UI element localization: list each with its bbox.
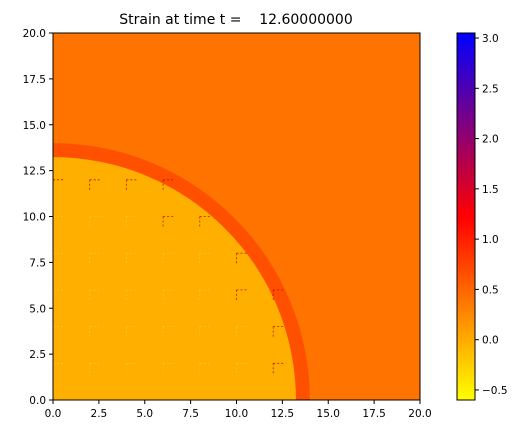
mesh-mark <box>126 363 139 376</box>
mesh-mark <box>53 179 65 192</box>
colorbar-tick-label: 3.0 <box>482 33 499 45</box>
mesh-mark <box>162 363 176 376</box>
x-tick-label: 20.0 <box>408 408 431 420</box>
x-tick-label: 2.5 <box>91 408 108 420</box>
colorbar: −0.5 0.0 0.5 1.0 1.5 2.0 2.5 3.0 <box>456 32 508 401</box>
mesh-mark <box>236 363 249 376</box>
x-tick-label: 5.0 <box>136 408 153 420</box>
mesh-mark <box>199 399 212 400</box>
mesh-mark <box>53 252 65 266</box>
mesh-mark <box>53 289 65 302</box>
mesh-mark <box>162 326 176 339</box>
mesh-mark <box>272 326 286 339</box>
mesh-mark <box>89 289 102 302</box>
x-axis: 0.0 2.5 5.0 7.5 10.0 12.5 15.0 17.5 20.0 <box>45 400 432 420</box>
colorbar-tick-label: 0.5 <box>482 284 499 296</box>
colorbar-axis: −0.5 0.0 0.5 1.0 1.5 2.0 2.5 3.0 <box>475 33 508 397</box>
y-tick-label: 12.5 <box>23 166 46 178</box>
x-tick-label: 12.5 <box>271 408 294 420</box>
y-tick-label: 20.0 <box>23 28 46 40</box>
mesh-artifacts <box>53 179 286 400</box>
colorbar-tick-label: 1.5 <box>482 184 499 196</box>
mesh-mark <box>89 252 102 266</box>
mesh-mark <box>199 289 212 302</box>
mesh-mark <box>53 363 65 376</box>
mesh-mark <box>236 326 249 339</box>
mesh-mark <box>272 289 286 302</box>
mesh-mark <box>53 216 65 229</box>
mesh-mark <box>236 252 249 266</box>
y-tick-label: 10.0 <box>23 212 46 224</box>
colorbar-tick-label: 2.0 <box>482 134 499 146</box>
mesh-mark <box>126 326 139 339</box>
x-tick-label: 7.5 <box>182 408 199 420</box>
colorbar-gradient <box>456 32 476 401</box>
plot-area <box>53 33 420 400</box>
mesh-mark <box>162 216 176 229</box>
mesh-mark <box>272 362 286 376</box>
chart-title: Strain at time t = 12.60000000 <box>119 12 353 28</box>
mesh-mark <box>162 252 176 266</box>
colorbar-tick-label: −0.5 <box>482 385 508 397</box>
mesh-mark <box>236 289 249 302</box>
mesh-mark <box>89 363 102 376</box>
y-tick-label: 5.0 <box>29 303 46 315</box>
mesh-mark <box>89 326 102 339</box>
y-tick-label: 7.5 <box>29 257 46 269</box>
mesh-mark <box>199 326 212 339</box>
mesh-mark <box>89 216 102 229</box>
x-tick-label: 0.0 <box>45 408 62 420</box>
inner-strain-region <box>53 157 296 400</box>
mesh-mark <box>162 289 176 302</box>
x-tick-label: 17.5 <box>362 408 385 420</box>
mesh-mark <box>199 216 212 229</box>
y-tick-label: 2.5 <box>29 349 46 361</box>
mesh-mark <box>126 216 139 229</box>
y-tick-label: 15.0 <box>23 120 46 132</box>
x-tick-label: 10.0 <box>225 408 248 420</box>
mesh-mark <box>199 363 212 376</box>
y-tick-label: 0.0 <box>29 395 46 407</box>
colorbar-tick-label: 0.0 <box>482 335 499 347</box>
y-axis: 0.0 2.5 5.0 7.5 10.0 12.5 15.0 17.5 20.0 <box>23 28 53 407</box>
x-tick-label: 15.0 <box>317 408 340 420</box>
mesh-mark <box>126 179 139 192</box>
mesh-mark <box>89 179 102 192</box>
mesh-mark <box>126 252 139 266</box>
mesh-mark <box>162 179 176 192</box>
y-tick-label: 17.5 <box>23 74 46 86</box>
mesh-mark <box>53 326 65 339</box>
colorbar-tick-label: 2.5 <box>482 83 499 95</box>
mesh-mark <box>126 289 139 302</box>
mesh-mark <box>199 252 212 266</box>
colorbar-tick-label: 1.0 <box>482 234 499 246</box>
mesh-mark <box>162 399 176 400</box>
